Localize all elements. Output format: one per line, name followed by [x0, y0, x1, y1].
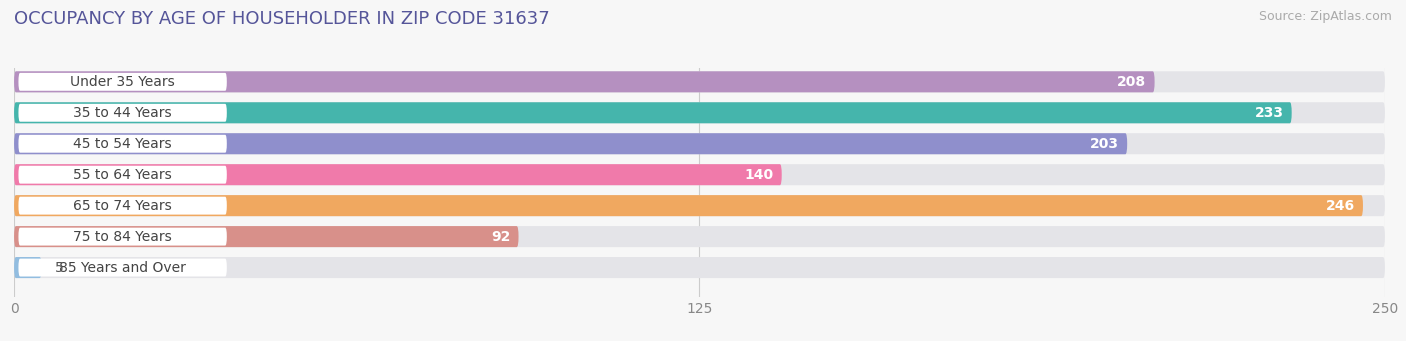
FancyBboxPatch shape [18, 166, 226, 184]
Text: 233: 233 [1254, 106, 1284, 120]
FancyBboxPatch shape [14, 164, 782, 185]
Text: 246: 246 [1326, 199, 1355, 213]
FancyBboxPatch shape [18, 104, 226, 122]
Text: Source: ZipAtlas.com: Source: ZipAtlas.com [1258, 10, 1392, 23]
FancyBboxPatch shape [18, 135, 226, 153]
Text: 203: 203 [1090, 137, 1119, 151]
FancyBboxPatch shape [18, 197, 226, 214]
FancyBboxPatch shape [14, 164, 1385, 185]
Text: 5: 5 [55, 261, 63, 275]
FancyBboxPatch shape [18, 258, 226, 277]
FancyBboxPatch shape [18, 73, 226, 91]
FancyBboxPatch shape [14, 257, 42, 278]
FancyBboxPatch shape [14, 195, 1362, 216]
FancyBboxPatch shape [14, 226, 1385, 247]
FancyBboxPatch shape [14, 195, 1385, 216]
Text: 45 to 54 Years: 45 to 54 Years [73, 137, 172, 151]
Text: Under 35 Years: Under 35 Years [70, 75, 174, 89]
FancyBboxPatch shape [14, 257, 1385, 278]
FancyBboxPatch shape [14, 102, 1385, 123]
Text: 35 to 44 Years: 35 to 44 Years [73, 106, 172, 120]
FancyBboxPatch shape [18, 228, 226, 246]
FancyBboxPatch shape [14, 102, 1292, 123]
Text: 75 to 84 Years: 75 to 84 Years [73, 229, 172, 243]
FancyBboxPatch shape [14, 71, 1154, 92]
Text: OCCUPANCY BY AGE OF HOUSEHOLDER IN ZIP CODE 31637: OCCUPANCY BY AGE OF HOUSEHOLDER IN ZIP C… [14, 10, 550, 28]
Text: 55 to 64 Years: 55 to 64 Years [73, 168, 172, 182]
FancyBboxPatch shape [14, 226, 519, 247]
FancyBboxPatch shape [14, 133, 1385, 154]
Text: 140: 140 [744, 168, 773, 182]
Text: 208: 208 [1118, 75, 1146, 89]
Text: 65 to 74 Years: 65 to 74 Years [73, 199, 172, 213]
FancyBboxPatch shape [14, 71, 1385, 92]
FancyBboxPatch shape [14, 133, 1128, 154]
Text: 92: 92 [491, 229, 510, 243]
Text: 85 Years and Over: 85 Years and Over [59, 261, 186, 275]
